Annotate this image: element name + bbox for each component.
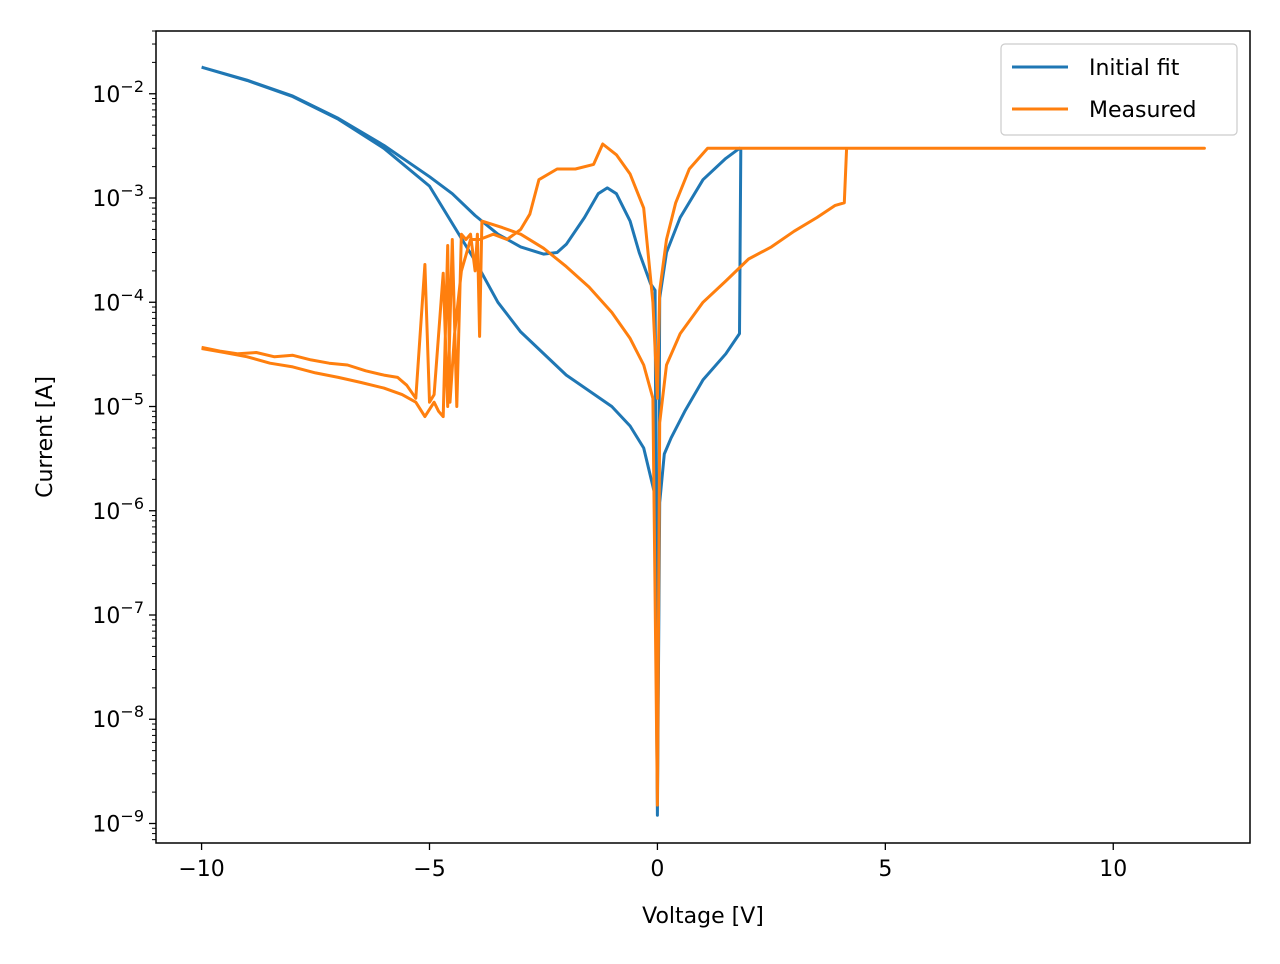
x-tick-label: −10 xyxy=(178,857,224,882)
legend: Initial fit Measured xyxy=(1000,43,1238,136)
x-axis-title: Voltage [V] xyxy=(642,904,764,929)
y-tick-label: 10−5 xyxy=(92,390,144,421)
legend-label-initial-fit: Initial fit xyxy=(1089,56,1180,81)
series-line-measured xyxy=(201,142,1206,807)
y-tick-label: 10−8 xyxy=(92,702,144,733)
y-tick-label: 10−9 xyxy=(92,806,144,837)
x-axis: −10 −5 0 5 10 xyxy=(178,843,1127,882)
plot-frame xyxy=(155,30,1251,844)
y-axis-title: Current [A] xyxy=(33,376,58,498)
y-axis: 10−9 10−8 10−7 10−6 10−5 10−4 10−3 10−2 xyxy=(92,30,156,841)
plot-area xyxy=(201,65,1206,817)
x-tick-label: −5 xyxy=(413,857,445,882)
y-tick-label: 10−3 xyxy=(92,181,144,212)
x-tick-label: 5 xyxy=(878,857,892,882)
y-tick-label: 10−6 xyxy=(92,494,144,525)
legend-label-measured: Measured xyxy=(1089,98,1196,123)
y-tick-label: 10−7 xyxy=(92,598,144,629)
x-tick-label: 10 xyxy=(1099,857,1127,882)
y-tick-label: 10−2 xyxy=(92,77,144,108)
x-tick-label: 0 xyxy=(650,857,664,882)
y-tick-label: 10−4 xyxy=(92,285,144,316)
